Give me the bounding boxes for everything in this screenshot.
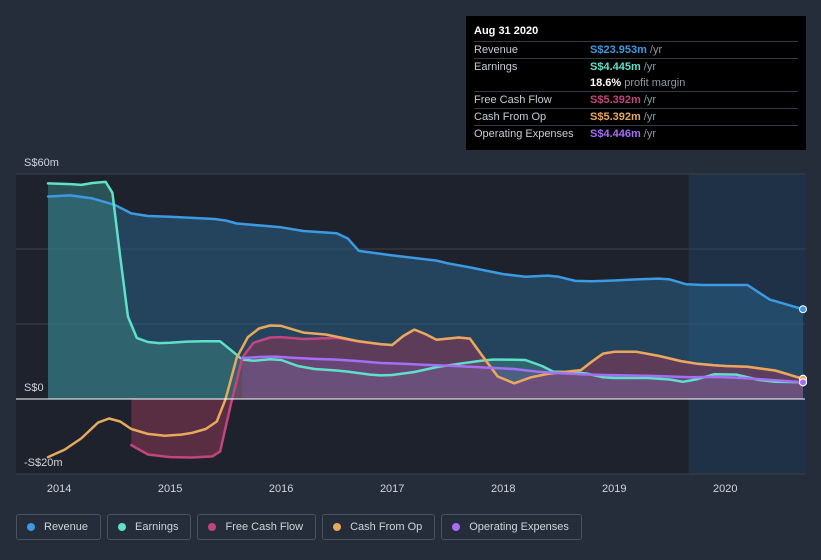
legend-dot-icon <box>27 523 35 531</box>
legend: Revenue Earnings Free Cash Flow Cash Fro… <box>16 514 588 542</box>
x-tick-label: 2017 <box>380 483 404 495</box>
legend-label: Operating Expenses <box>469 521 569 533</box>
tooltip-date: Aug 31 2020 <box>474 25 539 37</box>
legend-item-earnings[interactable]: Earnings <box>107 514 192 540</box>
tooltip-label: Revenue <box>474 44 519 56</box>
tooltip-value: 18.6% <box>590 77 622 89</box>
area-revenue <box>48 195 803 399</box>
tooltip-label: Operating Expenses <box>474 128 574 140</box>
tooltip-value: S$4.446m <box>590 128 641 140</box>
legend-item-revenue[interactable]: Revenue <box>16 514 102 540</box>
tooltip-unit: profit margin <box>624 77 686 89</box>
tooltip-value: S$5.392m <box>590 94 641 106</box>
tooltip-panel: Aug 31 2020 Revenue S$23.953m /yr Earnin… <box>466 16 806 150</box>
legend-item-free-cash-flow[interactable]: Free Cash Flow <box>197 514 317 540</box>
tooltip-unit: /yr <box>643 94 656 106</box>
tooltip-unit: /yr <box>649 44 663 56</box>
tooltip-row-cash-from-op: Cash From Op S$5.392m /yr <box>474 108 798 125</box>
tooltip-value: S$4.445m <box>590 61 641 73</box>
tooltip-label <box>474 75 590 91</box>
legend-dot-icon <box>452 523 461 531</box>
legend-item-cash-from-op[interactable]: Cash From Op <box>322 514 436 540</box>
area-operating-expenses <box>242 356 804 399</box>
tooltip-row-profit-margin: 18.6% profit margin <box>474 75 798 91</box>
x-tick-label: 2014 <box>47 483 71 495</box>
tooltip-label: Cash From Op <box>474 111 547 123</box>
tooltip-unit: /yr <box>643 61 656 73</box>
legend-dot-icon <box>208 523 217 531</box>
legend-label: Free Cash Flow <box>225 521 304 533</box>
area-free-cash-flow <box>131 329 804 458</box>
tooltip-row-free-cash-flow: Free Cash Flow S$5.392m /yr <box>474 91 798 108</box>
series-line-operating-expenses <box>241 355 805 384</box>
legend-dot-icon <box>118 523 127 531</box>
y-tick-label: S$60m <box>24 157 59 169</box>
series-line-earnings <box>46 180 805 384</box>
series-line-cash-from-op <box>46 324 805 459</box>
tooltip-label: Earnings <box>474 61 518 73</box>
tooltip-unit: /yr <box>643 111 656 123</box>
legend-label: Earnings <box>135 521 179 533</box>
legend-item-operating-expenses[interactable]: Operating Expenses <box>441 514 582 540</box>
legend-label: Cash From Op <box>350 521 423 533</box>
series-line-revenue <box>46 194 805 311</box>
tooltip-label: Free Cash Flow <box>474 94 552 106</box>
tooltip-value: S$5.392m <box>590 111 641 123</box>
tooltip-row-operating-expenses: Operating Expenses S$4.446m /yr <box>474 125 798 142</box>
x-tick-label: 2020 <box>713 483 737 495</box>
x-tick-label: 2018 <box>491 483 515 495</box>
y-tick-label: -S$20m <box>24 457 63 469</box>
legend-label: Revenue <box>44 521 89 533</box>
end-point-operating-expenses <box>799 378 807 387</box>
x-tick-label: 2015 <box>158 483 182 495</box>
tooltip-row-revenue: Revenue S$23.953m /yr <box>474 41 798 58</box>
tooltip-unit: /yr <box>643 128 656 140</box>
legend-dot-icon <box>333 523 342 531</box>
x-tick-label: 2016 <box>269 483 293 495</box>
y-tick-label: S$0 <box>24 382 44 394</box>
x-tick-label: 2019 <box>602 483 626 495</box>
tooltip-value: S$23.953m <box>590 44 647 56</box>
tooltip-row-earnings: Earnings S$4.445m /yr <box>474 58 798 75</box>
end-point-revenue <box>799 305 807 314</box>
